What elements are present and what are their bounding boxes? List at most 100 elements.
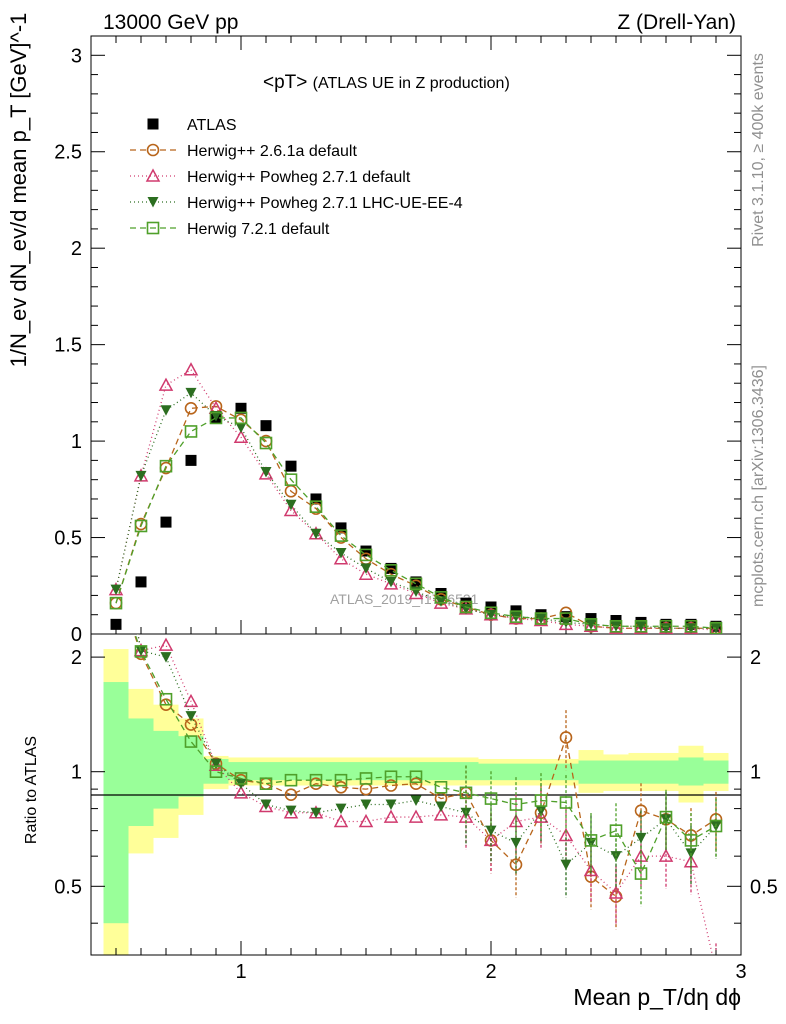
ratio-point-2-22 [658, 848, 674, 862]
ratio-line-3 [137, 634, 717, 866]
ratio-point-3-16 [510, 837, 522, 849]
mc-point-4-11 [384, 564, 398, 577]
band-inner-9 [328, 762, 354, 781]
mc-point-2-11 [383, 576, 399, 590]
mc-point-3-6 [260, 466, 272, 478]
mc-point-3-10 [360, 563, 372, 574]
ratio-point-3-3 [185, 711, 197, 722]
legend-label-1: Herwig++ 2.6.1a default [187, 143, 357, 160]
mc-point-4-24 [709, 621, 723, 634]
ratio-y-tick-label: 1 [71, 762, 82, 784]
mc-point-3-18 [560, 617, 572, 628]
title-main: <pT> [263, 72, 307, 93]
ratio-point-3-0 [111, 514, 122, 525]
ratio-point-4-22 [659, 810, 673, 824]
data-point-18 [560, 611, 572, 623]
band-inner-19 [578, 760, 604, 784]
mc-point-4-16 [509, 610, 523, 623]
mc-point-4-13 [434, 591, 448, 604]
ratio-point-3-6 [260, 799, 272, 811]
mc-point-2-9 [333, 551, 349, 565]
ratio-point-3-15 [485, 825, 497, 837]
mc-point-3-4 [210, 411, 222, 422]
rivet-version-text: Rivet 3.1.10, ≥ 400k events [750, 53, 767, 247]
ratio-point-2-19 [583, 862, 599, 877]
y-tick-label: 3 [71, 45, 82, 67]
ratio-point-3-13 [435, 801, 447, 813]
band-inner-20 [603, 760, 629, 784]
band-inner-23 [678, 757, 704, 786]
mc-point-4-20 [609, 619, 623, 633]
mc-point-4-14 [459, 600, 473, 614]
mc-point-3-2 [160, 405, 172, 416]
data-point-10 [360, 545, 372, 557]
band-inner-10 [353, 762, 379, 781]
band-inner-17 [528, 763, 554, 781]
band-inner-2 [153, 730, 179, 809]
ratio-point-1-16 [509, 858, 523, 871]
mc-point-3-5 [235, 422, 247, 434]
mc-point-4-6 [259, 436, 273, 450]
data-point-2 [160, 516, 172, 528]
ratio-point-4-19 [584, 834, 598, 847]
mc-point-4-4 [209, 411, 223, 425]
mc-point-4-10 [359, 548, 373, 562]
ratio-point-4-16 [509, 798, 523, 811]
series-line-4 [115, 417, 717, 629]
ratio-point-4-14 [459, 786, 473, 800]
y-tick-label: 0 [71, 624, 82, 646]
mc-point-4-15 [484, 606, 498, 620]
mc-point-4-18 [559, 612, 573, 625]
mc-point-4-23 [684, 619, 698, 633]
mc-point-4-17 [534, 612, 548, 625]
mc-point-4-2 [159, 459, 173, 473]
mc-point-3-3 [185, 387, 197, 399]
mc-point-4-7 [284, 473, 298, 486]
ratio-point-2-5 [233, 785, 249, 799]
data-point-5 [235, 402, 247, 414]
ratio-uncertainty-bands [103, 649, 729, 955]
ratio-point-1-12 [409, 777, 423, 791]
mc-point-2-17 [533, 612, 549, 627]
ratio-point-2-10 [358, 813, 374, 828]
band-inner-6 [253, 762, 279, 781]
data-point-0 [110, 618, 122, 630]
x-tick-label: 1 [235, 961, 246, 983]
band-inner-5 [228, 762, 254, 781]
ratio-point-4-9 [334, 773, 348, 787]
legend-marker-3 [147, 197, 159, 208]
ratio-point-4-3 [184, 735, 198, 748]
legend: ATLAS Herwig++ 2.6.1a default Herwig++ Pow… [130, 117, 463, 238]
ratio-point-1-18 [559, 731, 573, 744]
mc-point-2-3 [183, 362, 199, 376]
mc-point-2-2 [158, 377, 174, 391]
legend-marker-0 [147, 118, 159, 130]
band-inner-21 [628, 760, 654, 784]
mc-point-4-12 [409, 577, 423, 591]
y-tick-label: 2 [71, 238, 82, 260]
ratio-point-4-11 [384, 770, 398, 784]
legend-marker-4 [146, 221, 160, 235]
mc-point-3-11 [385, 576, 397, 588]
data-point-6 [260, 420, 272, 432]
ratio-point-3-20 [610, 851, 622, 862]
ratio-point-2-7 [283, 805, 299, 819]
main-series-layer [108, 362, 723, 634]
ratio-point-4-17 [534, 794, 548, 807]
header-left: 13000 GeV pp [103, 11, 238, 34]
ratio-y-tick-label-right: 1 [750, 762, 761, 784]
ratio-point-3-9 [335, 803, 347, 815]
ratio-point-3-4 [210, 758, 222, 770]
mc-point-2-24 [709, 622, 723, 634]
mc-point-3-21 [635, 621, 647, 632]
ratio-point-4-1 [134, 645, 148, 658]
ratio-point-2-4 [208, 757, 224, 771]
mc-point-3-24 [710, 623, 722, 634]
mc-point-3-1 [135, 470, 147, 482]
data-point-7 [285, 460, 297, 472]
ratio-y-tick-label: 0.5 [54, 876, 82, 898]
mc-point-2-19 [583, 618, 599, 633]
mc-point-4-22 [659, 619, 673, 633]
mcplots-credit-text: mcplots.cern.ch [arXiv:1306.3436] [750, 365, 767, 607]
